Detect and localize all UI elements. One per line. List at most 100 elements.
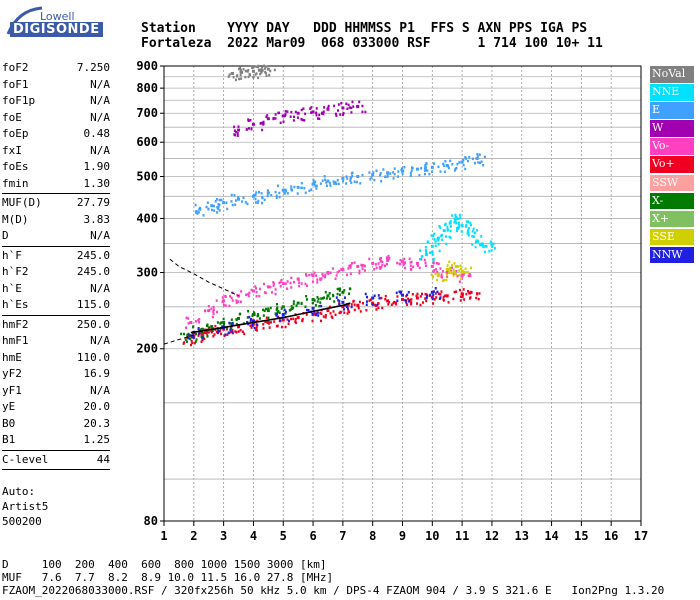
echo-speckle <box>305 295 308 298</box>
echo-speckle <box>462 272 465 276</box>
echo-speckle <box>419 295 422 298</box>
echo-speckle <box>270 291 273 294</box>
echo-point <box>356 303 360 307</box>
profile-trace-line <box>190 302 351 334</box>
param-value: N/A <box>90 110 110 124</box>
echo-speckle <box>230 330 233 333</box>
echo-speckle <box>445 242 448 246</box>
echo-speckle <box>433 232 436 236</box>
echo-speckle <box>436 270 439 274</box>
echo-speckle <box>420 255 423 258</box>
echo-speckle <box>290 317 293 321</box>
echo-point <box>341 176 345 180</box>
echo-speckle <box>254 197 257 201</box>
echo-speckle <box>314 184 317 188</box>
param-value: 110.0 <box>76 350 110 364</box>
echo-speckle <box>324 290 327 294</box>
echo-speckle <box>254 193 257 197</box>
echo-speckle <box>250 326 253 329</box>
param-label: B0 <box>2 416 16 430</box>
echo-speckle <box>250 288 253 292</box>
echo-speckle <box>226 327 229 331</box>
legend-item: Vo- <box>650 138 694 155</box>
y-tick-label: 500 <box>136 169 158 183</box>
echo-speckle <box>247 75 250 79</box>
echo-speckle <box>296 116 299 119</box>
param-label: hmF2 <box>2 317 29 331</box>
y-tick-label: 900 <box>136 59 158 73</box>
param-label: D <box>2 229 9 242</box>
param-label: fmin <box>2 176 29 190</box>
echo-speckle <box>435 261 438 265</box>
x-tick-label: 17 <box>634 529 648 543</box>
echo-speckle <box>350 303 353 306</box>
echo-speckle <box>279 280 282 284</box>
echo-speckle <box>369 178 372 181</box>
echo-speckle <box>268 326 271 329</box>
echo-speckle <box>454 219 457 222</box>
echo-speckle <box>258 190 261 194</box>
echo-speckle <box>230 322 233 325</box>
echo-speckle <box>192 336 195 339</box>
echo-speckle <box>490 243 493 247</box>
echo-speckle <box>311 312 314 316</box>
echo-point <box>198 207 202 211</box>
echo-speckle <box>455 273 458 276</box>
echo-speckle <box>434 244 437 248</box>
echo-speckle <box>247 68 250 72</box>
echo-speckle <box>322 315 325 318</box>
footer-distance-row: D 100 200 400 600 800 1000 1500 3000 [km… <box>2 558 327 571</box>
echo-speckle <box>305 308 308 312</box>
param-row: yF1 N/A <box>2 383 110 400</box>
echo-speckle <box>314 180 317 184</box>
echo-speckle <box>440 273 443 276</box>
echo-speckle <box>324 316 327 319</box>
echo-point <box>341 267 345 271</box>
echo-speckle <box>408 257 411 261</box>
echo-point <box>251 69 255 73</box>
echo-speckle <box>231 329 234 332</box>
echo-speckle <box>262 120 265 124</box>
echo-speckle <box>361 110 364 114</box>
echo-point <box>189 320 193 324</box>
echo-speckle <box>373 178 376 182</box>
echo-speckle <box>320 297 323 300</box>
echo-point <box>460 160 464 164</box>
echo-speckle <box>443 279 446 282</box>
echo-speckle <box>393 167 396 170</box>
echo-speckle <box>218 330 221 333</box>
echo-speckle <box>435 296 438 299</box>
echo-point <box>401 297 404 301</box>
echo-speckle <box>401 172 404 176</box>
echo-speckle <box>432 257 435 261</box>
echo-speckle <box>424 261 427 265</box>
echo-speckle <box>285 189 288 193</box>
legend-item: NoVal <box>650 66 694 83</box>
echo-speckle <box>286 318 289 321</box>
echo-speckle <box>248 315 251 319</box>
echo-speckle <box>482 163 485 167</box>
echo-speckle <box>260 192 263 195</box>
echo-point <box>201 331 205 335</box>
param-label: h`F2 <box>2 265 29 278</box>
echo-speckle <box>477 161 480 164</box>
echo-speckle <box>273 68 276 72</box>
x-tick-label: 8 <box>369 529 376 543</box>
echo-speckle <box>448 271 451 274</box>
echo-speckle <box>325 184 328 187</box>
echo-speckle <box>274 312 277 315</box>
echo-speckle <box>426 240 429 243</box>
echo-speckle <box>336 292 339 296</box>
echo-point <box>469 290 473 294</box>
profile-extrapolation-line <box>169 258 239 297</box>
echo-speckle <box>471 157 474 161</box>
echo-speckle <box>430 250 433 254</box>
echo-speckle <box>441 233 444 237</box>
echo-point <box>251 122 255 126</box>
echo-speckle <box>452 297 455 301</box>
echo-speckle <box>415 294 418 298</box>
echo-speckle <box>184 338 187 341</box>
echo-speckle <box>464 225 467 228</box>
param-value: 0.48 <box>83 127 111 140</box>
echo-speckle <box>197 334 200 337</box>
